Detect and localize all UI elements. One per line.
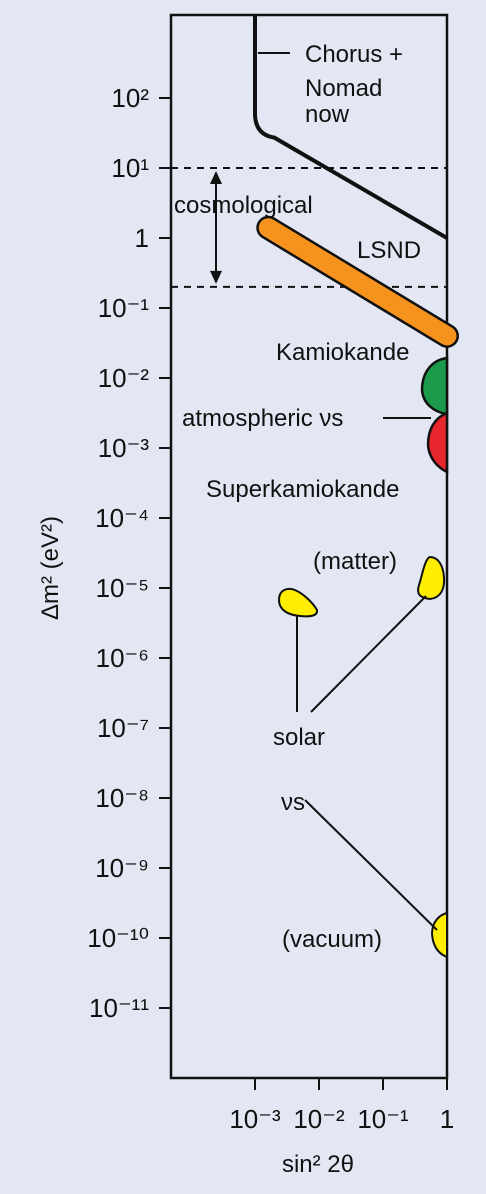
y-tick-label: 10⁻¹ bbox=[98, 293, 150, 323]
solar-label-line1: solar bbox=[273, 724, 325, 751]
cosmological-label: cosmological bbox=[174, 192, 313, 219]
lsnd-label: LSND bbox=[357, 237, 421, 264]
y-tick-label: 10⁻⁸ bbox=[95, 783, 149, 813]
y-tick-label: 10⁻¹¹ bbox=[89, 993, 149, 1023]
chorus-label-line3: now bbox=[305, 101, 350, 128]
y-tick-label: 10⁻¹⁰ bbox=[87, 923, 149, 953]
y-tick-label: 10⁻⁹ bbox=[95, 853, 149, 883]
x-tick-label: 10⁻³ bbox=[229, 1104, 281, 1134]
x-tick-label: 1 bbox=[440, 1104, 454, 1134]
kamiokande-label: Kamiokande bbox=[276, 339, 409, 366]
solar-matter-label: (matter) bbox=[313, 548, 397, 575]
plot-frame bbox=[169, 13, 449, 1080]
chorus-label-line2: Nomad bbox=[305, 75, 382, 102]
y-tick-label: 10⁻² bbox=[98, 363, 150, 393]
solar-vacuum-region bbox=[430, 911, 448, 959]
superkamiokande-region bbox=[426, 411, 449, 475]
kamiokande-region bbox=[420, 356, 449, 416]
y-tick-label: 10⁻⁵ bbox=[96, 573, 149, 603]
solar-label-line2: νs bbox=[281, 789, 305, 816]
y-tick-label: 10² bbox=[111, 83, 149, 113]
solar-small-angle-region bbox=[277, 587, 319, 618]
arrow-head-down-icon bbox=[210, 270, 222, 284]
y-tick-label: 1 bbox=[135, 223, 149, 253]
chorus-nomad-boundary-line bbox=[253, 15, 449, 240]
chorus-label-line1: Chorus + bbox=[305, 41, 403, 68]
arrow-head-up-icon bbox=[210, 171, 222, 184]
solar-matter-leader bbox=[310, 595, 427, 713]
x-axis-title: sin² 2θ bbox=[282, 1151, 354, 1178]
solar-matter-region bbox=[417, 555, 446, 601]
solar-vacuum-leader bbox=[304, 799, 438, 931]
atmospheric-label: atmospheric νs bbox=[182, 405, 343, 432]
y-tick-label: 10⁻⁷ bbox=[97, 713, 149, 743]
y-axis-title: Δm² (eV²) bbox=[37, 516, 64, 620]
x-tick-label: 10⁻¹ bbox=[357, 1104, 409, 1134]
x-tick-label: 10⁻² bbox=[293, 1104, 345, 1134]
solar-vacuum-label: (vacuum) bbox=[282, 926, 382, 953]
y-tick-label: 10⁻³ bbox=[98, 433, 150, 463]
y-tick-label: 10¹ bbox=[111, 153, 149, 183]
y-tick-label: 10⁻⁶ bbox=[96, 643, 149, 673]
y-tick-label: 10⁻⁴ bbox=[95, 503, 149, 533]
lsnd-region-fill bbox=[258, 218, 457, 346]
superkamiokande-label: Superkamiokande bbox=[206, 476, 399, 503]
